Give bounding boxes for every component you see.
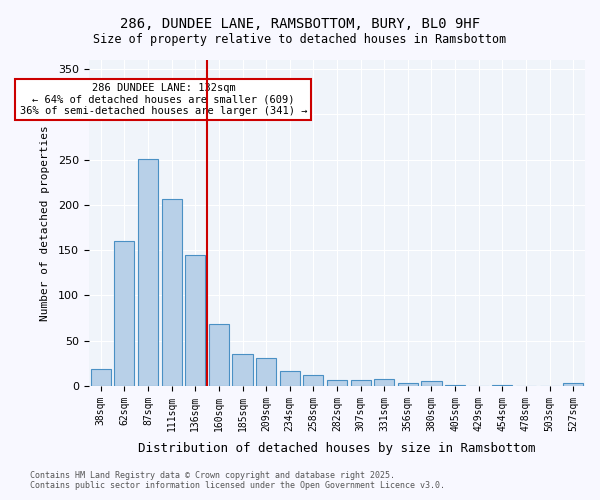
Bar bbox=[492, 385, 512, 386]
Bar bbox=[232, 354, 253, 386]
Bar bbox=[185, 254, 205, 386]
Bar bbox=[256, 358, 276, 386]
X-axis label: Distribution of detached houses by size in Ramsbottom: Distribution of detached houses by size … bbox=[138, 442, 536, 455]
Bar bbox=[398, 383, 418, 386]
Text: 286, DUNDEE LANE, RAMSBOTTOM, BURY, BL0 9HF: 286, DUNDEE LANE, RAMSBOTTOM, BURY, BL0 … bbox=[120, 18, 480, 32]
Bar bbox=[91, 368, 111, 386]
Text: Contains HM Land Registry data © Crown copyright and database right 2025.
Contai: Contains HM Land Registry data © Crown c… bbox=[30, 470, 445, 490]
Text: Size of property relative to detached houses in Ramsbottom: Size of property relative to detached ho… bbox=[94, 32, 506, 46]
Bar bbox=[445, 385, 465, 386]
Bar bbox=[115, 241, 134, 386]
Bar bbox=[421, 382, 442, 386]
Text: 286 DUNDEE LANE: 132sqm
← 64% of detached houses are smaller (609)
36% of semi-d: 286 DUNDEE LANE: 132sqm ← 64% of detache… bbox=[20, 83, 307, 116]
Bar bbox=[563, 383, 583, 386]
Bar bbox=[209, 324, 229, 386]
Y-axis label: Number of detached properties: Number of detached properties bbox=[40, 125, 50, 321]
Bar bbox=[138, 158, 158, 386]
Bar bbox=[280, 372, 300, 386]
Bar bbox=[327, 380, 347, 386]
Bar bbox=[374, 378, 394, 386]
Bar bbox=[350, 380, 371, 386]
Bar bbox=[304, 375, 323, 386]
Bar bbox=[161, 200, 182, 386]
